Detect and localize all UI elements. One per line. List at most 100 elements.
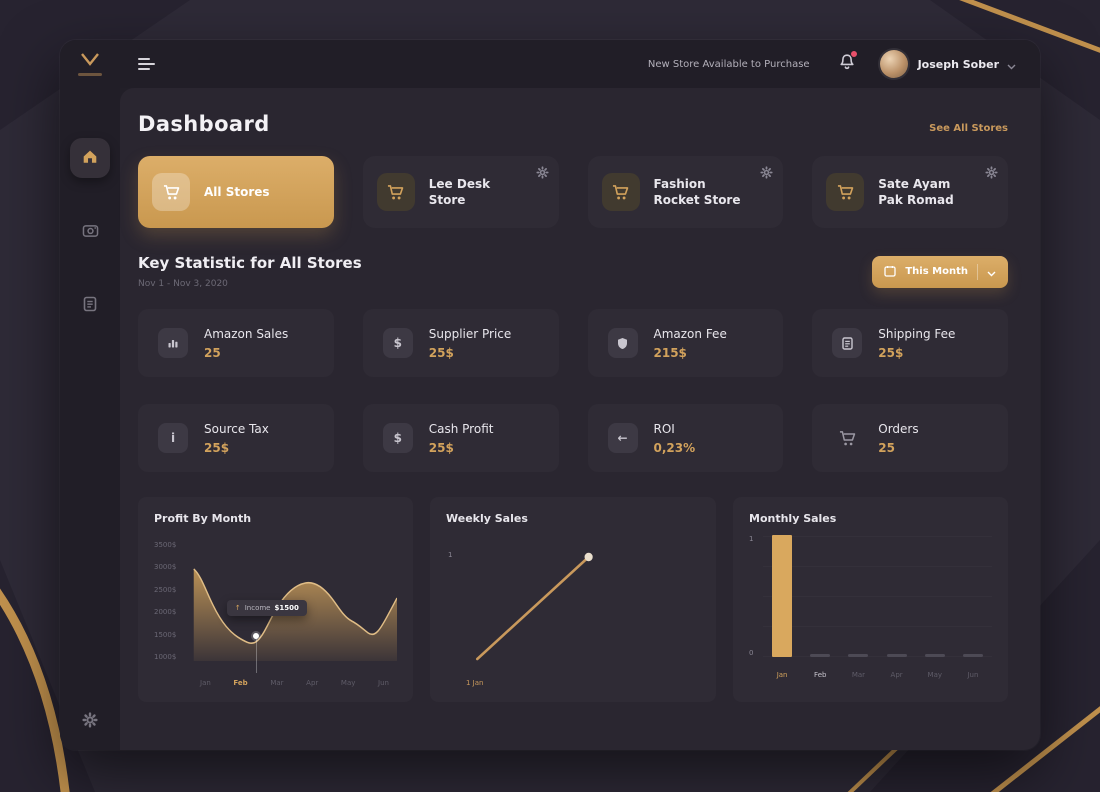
- profit-chart-body: 3500$ 3000$ 2500$ 2000$ 1500$ 1000$: [154, 537, 397, 687]
- chevron-down-icon[interactable]: [1007, 55, 1016, 74]
- stat-text: Shipping Fee 25$: [878, 327, 955, 360]
- stat-text: Source Tax 25$: [204, 422, 269, 455]
- shield-icon: [607, 328, 638, 358]
- document-icon: [832, 328, 863, 358]
- bell-icon: [838, 53, 856, 76]
- x-tick: May: [927, 671, 943, 679]
- y-tick: 3500$: [154, 541, 177, 549]
- store-card-fashion-rocket[interactable]: Fashion Rocket Store: [587, 156, 784, 228]
- stat-title: Amazon Sales: [204, 326, 289, 341]
- sidebar-item-settings[interactable]: [60, 712, 120, 732]
- stat-text: Orders 25: [878, 422, 918, 455]
- x-tick: Mar: [270, 679, 284, 687]
- app-window: New Store Available to Purchase Joseph S…: [60, 40, 1040, 750]
- stat-title: Cash Profit: [428, 421, 494, 436]
- sidebar-item-reports[interactable]: [70, 286, 110, 326]
- monthly-y-axis: 1 0: [749, 535, 763, 657]
- notification-badge: [849, 49, 858, 58]
- stat-card-amazon-fee: Amazon Fee 215$: [587, 309, 784, 377]
- x-tick: Feb: [233, 679, 248, 687]
- title-row: Dashboard See All Stores: [138, 112, 1008, 136]
- store-name: Lee Desk Store: [428, 176, 491, 207]
- monthly-chart-body: 1 0 Jan F: [749, 535, 992, 679]
- store-settings-gear-icon[interactable]: [535, 164, 549, 183]
- y-tick: 2500$: [154, 585, 177, 594]
- sidebar-item-media[interactable]: [70, 212, 110, 252]
- notifications-button[interactable]: [838, 49, 858, 76]
- y-tick: 1500$: [154, 630, 177, 639]
- bar-feb: [801, 535, 839, 657]
- y-tick: 2000$: [154, 608, 177, 617]
- stat-title: Orders: [878, 421, 919, 436]
- stat-value: 25: [204, 345, 221, 360]
- topbar: New Store Available to Purchase Joseph S…: [120, 40, 1040, 88]
- bar-jan: [763, 535, 801, 657]
- store-name: Fashion Rocket Store: [653, 176, 741, 207]
- income-tooltip: ↑ Income $1500: [226, 600, 307, 616]
- charts-row: Profit By Month 3500$ 3000$ 2500$ 2000$ …: [138, 497, 1008, 702]
- store-card-sate-ayam[interactable]: Sate Ayam Pak Romad: [812, 156, 1008, 228]
- sidebar-nav: [70, 138, 110, 326]
- stat-card-orders: Orders 25: [812, 404, 1008, 472]
- y-tick: 3000$: [154, 563, 177, 572]
- chevron-down-icon: [987, 262, 996, 281]
- x-tick: Feb: [814, 671, 827, 679]
- stat-value: 0,23%: [653, 440, 696, 455]
- monthly-x-axis: Jan Feb Mar Apr May Jun: [763, 671, 992, 679]
- bar-jun: [954, 535, 992, 657]
- arrow-left-icon: ←: [607, 423, 638, 453]
- stat-title: Shipping Fee: [878, 326, 956, 341]
- content-area: Dashboard See All Stores All Stores Lee …: [120, 88, 1040, 750]
- bar-mar: [839, 535, 877, 657]
- stat-card-roi: ← ROI 0,23%: [587, 404, 784, 472]
- month-filter-label: This Month: [905, 266, 968, 277]
- gear-icon: [82, 712, 98, 732]
- stat-title: Source Tax: [204, 421, 269, 436]
- x-tick: Jan: [200, 679, 211, 687]
- logo-wordmark: [78, 73, 102, 76]
- date-range: Nov 1 - Nov 3, 2020: [138, 279, 228, 289]
- x-tick: Apr: [306, 679, 319, 687]
- key-statistic-header: Key Statistic for All Stores Nov 1 - Nov…: [138, 254, 1008, 289]
- logo: [78, 52, 102, 76]
- store-card-all-stores[interactable]: All Stores: [138, 156, 334, 228]
- bar-chart-icon: [158, 328, 188, 358]
- store-settings-gear-icon[interactable]: [985, 164, 998, 183]
- menu-toggle-button[interactable]: [138, 58, 155, 70]
- stat-card-shipping-fee: Shipping Fee 25$: [812, 309, 1008, 377]
- tooltip-value: $1500: [274, 604, 299, 612]
- stat-value: 215$: [653, 345, 687, 360]
- cart-icon: [376, 173, 415, 211]
- info-icon: i: [158, 423, 188, 453]
- stat-card-source-tax: i Source Tax 25$: [138, 404, 334, 472]
- user-name[interactable]: Joseph Sober: [917, 57, 999, 71]
- stat-card-supplier-price: $ Supplier Price 25$: [362, 309, 559, 377]
- calendar-icon: [884, 262, 896, 281]
- store-name: Sate Ayam Pak Romad: [878, 176, 954, 207]
- x-tick: Apr: [890, 671, 903, 679]
- see-all-stores-link[interactable]: See All Stores: [929, 123, 1008, 134]
- store-notice: New Store Available to Purchase: [647, 58, 810, 70]
- weekly-sales-chart: Weekly Sales 1 1 Jan: [430, 497, 716, 702]
- stat-text: Cash Profit 25$: [429, 422, 494, 455]
- stat-value: 25$: [428, 345, 454, 360]
- cart-icon: [601, 173, 640, 211]
- arrow-up-icon: ↑: [234, 604, 241, 612]
- key-statistic-title: Key Statistic for All Stores: [138, 254, 362, 272]
- chart-title: Monthly Sales: [749, 512, 837, 525]
- stat-card-cash-profit: $ Cash Profit 25$: [362, 404, 559, 472]
- monthly-plot: Jan Feb Mar Apr May Jun: [763, 535, 992, 679]
- store-card-lee-desk[interactable]: Lee Desk Store: [362, 156, 559, 228]
- divider: [977, 263, 978, 280]
- store-settings-gear-icon[interactable]: [760, 164, 773, 183]
- data-point-marker: [252, 633, 259, 639]
- profit-x-axis: Jan Feb Mar Apr May Jun: [192, 679, 397, 687]
- stat-value: 25$: [204, 440, 230, 455]
- stat-text: ROI 0,23%: [654, 422, 696, 455]
- avatar[interactable]: [879, 50, 908, 78]
- camera-icon: [82, 223, 99, 242]
- stat-text: Supplier Price 25$: [429, 327, 512, 360]
- month-filter-button[interactable]: This Month: [872, 255, 1008, 288]
- sidebar-item-home[interactable]: [70, 138, 110, 178]
- x-tick: Jun: [378, 679, 389, 687]
